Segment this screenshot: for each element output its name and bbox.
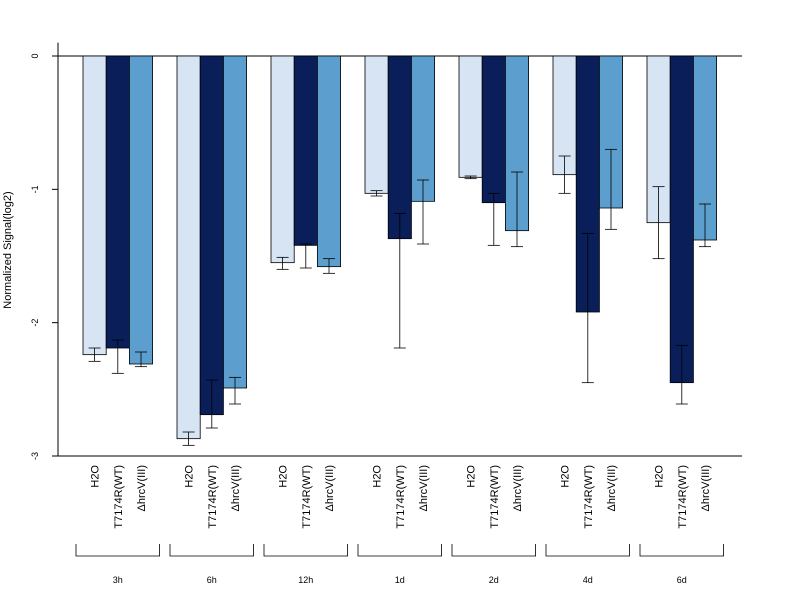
bar-label: T7174R(WT) [207, 465, 219, 529]
bar [128, 55, 153, 365]
group-bracket [545, 544, 630, 557]
bar [82, 55, 107, 356]
bar-label: ΔhrcV(III) [136, 465, 148, 511]
x-axis-labels: H2O T7174R(WT) ΔhrcV(III) 3h H2O T7174R(WT) Δh… [75, 465, 724, 585]
bar [293, 55, 318, 246]
group-bracket [263, 544, 348, 557]
bars [82, 55, 718, 440]
bar-label: H2O [278, 465, 290, 488]
group-label: 6d [677, 575, 687, 585]
bar [364, 55, 389, 194]
bar [458, 55, 483, 178]
group-label: 1d [395, 575, 405, 585]
group-bracket [169, 544, 254, 557]
y-axis-title: Normalized Signal(log2) [2, 191, 14, 308]
bar [316, 55, 341, 268]
bar-label: H2O [184, 465, 196, 488]
group-label: 12h [298, 575, 313, 585]
bar-label: H2O [654, 465, 666, 488]
bar-label: H2O [466, 465, 478, 488]
group-label: 6h [207, 575, 217, 585]
bar [387, 55, 412, 240]
y-tick-label: -2 [30, 319, 40, 327]
bar [481, 55, 506, 204]
bar-label: ΔhrcV(III) [512, 465, 524, 511]
bar-label: H2O [372, 465, 384, 488]
bar-label: ΔhrcV(III) [324, 465, 336, 511]
y-tick-label: -3 [30, 452, 40, 460]
bar [105, 55, 130, 349]
bar-label: H2O [560, 465, 572, 488]
group-bracket [75, 544, 160, 557]
bar-label: T7174R(WT) [583, 465, 595, 529]
bar [222, 55, 247, 389]
bar-label: ΔhrcV(III) [606, 465, 618, 511]
bar-label: ΔhrcV(III) [700, 465, 712, 511]
bar-label: ΔhrcV(III) [418, 465, 430, 511]
y-tick-label: 0 [30, 53, 40, 58]
bar [176, 55, 201, 440]
group-label: 4d [583, 575, 593, 585]
error-bars [88, 148, 711, 446]
bar-label: T7174R(WT) [395, 465, 407, 529]
bar-label: T7174R(WT) [489, 465, 501, 529]
group-bracket [451, 544, 536, 557]
bar-label: T7174R(WT) [301, 465, 313, 529]
group-label: 2d [489, 575, 499, 585]
group-bracket [639, 544, 724, 557]
y-tick-label: -1 [30, 185, 40, 193]
bar [199, 55, 224, 416]
bar-label: T7174R(WT) [677, 465, 689, 529]
bar [270, 55, 295, 264]
group-bracket [357, 544, 442, 557]
bar-label: H2O [90, 465, 102, 488]
bar [669, 55, 694, 384]
bar-label: T7174R(WT) [113, 465, 125, 529]
group-label: 3h [113, 575, 123, 585]
bar [410, 55, 435, 202]
bar-label: ΔhrcV(III) [230, 465, 242, 511]
